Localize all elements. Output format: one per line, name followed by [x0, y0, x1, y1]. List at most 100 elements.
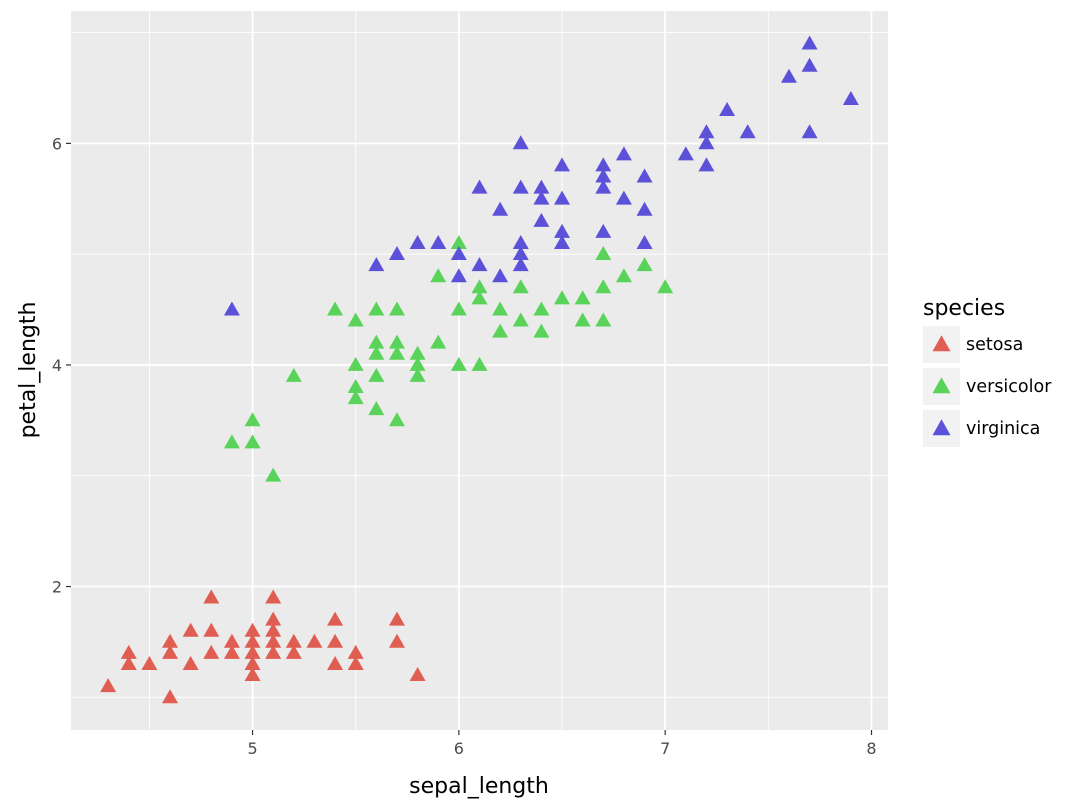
legend-label-versicolor: versicolor [966, 377, 1052, 397]
data-point-setosa [265, 622, 282, 637]
data-point-versicolor [636, 257, 653, 272]
data-point-virginica [677, 146, 694, 161]
data-point-versicolor [368, 301, 385, 316]
data-point-setosa [347, 644, 364, 659]
legend-items: setosa versicolor virginica [923, 326, 1052, 447]
data-point-virginica [615, 190, 632, 205]
data-point-virginica [512, 257, 529, 272]
data-point-virginica [512, 246, 529, 261]
data-point-setosa [265, 589, 282, 604]
data-point-virginica [492, 268, 509, 283]
data-point-versicolor [615, 268, 632, 283]
y-axis: 2 4 6 [52, 134, 71, 597]
data-point-virginica [554, 234, 571, 249]
data-point-setosa [162, 644, 179, 659]
data-point-setosa [327, 655, 344, 670]
data-point-setosa [244, 622, 261, 637]
data-point-virginica [512, 234, 529, 249]
data-point-versicolor [285, 367, 302, 382]
data-point-setosa [306, 633, 323, 648]
data-point-versicolor [533, 323, 550, 338]
y-tick-label: 2 [52, 578, 62, 597]
data-point-virginica [430, 234, 447, 249]
data-point-versicolor [409, 345, 426, 360]
data-point-versicolor [471, 279, 488, 294]
data-point-setosa [141, 655, 158, 670]
data-point-versicolor [388, 334, 405, 349]
data-point-virginica [492, 201, 509, 216]
data-point-setosa [100, 678, 117, 693]
data-point-virginica [636, 234, 653, 249]
data-point-virginica [801, 57, 818, 72]
data-point-versicolor [327, 301, 344, 316]
data-point-versicolor [595, 279, 612, 294]
data-point-versicolor [388, 345, 405, 360]
data-point-setosa [244, 633, 261, 648]
data-point-versicolor [471, 356, 488, 371]
data-point-versicolor [492, 323, 509, 338]
data-point-versicolor [347, 378, 364, 393]
data-point-setosa [244, 667, 261, 682]
data-point-virginica [842, 90, 859, 105]
legend-label-virginica: virginica [966, 419, 1040, 439]
x-axis-title: sepal_length [409, 774, 549, 799]
data-point-virginica [698, 135, 715, 150]
data-point-virginica [368, 257, 385, 272]
data-point-versicolor [244, 412, 261, 427]
x-axis: 5 6 7 8 [247, 730, 877, 758]
data-point-virginica [719, 102, 736, 117]
x-tick-label: 8 [866, 739, 876, 758]
legend-marker-versicolor [932, 377, 951, 394]
data-point-versicolor [512, 312, 529, 327]
data-point-virginica [636, 201, 653, 216]
data-point-virginica [636, 168, 653, 183]
data-point-virginica [595, 179, 612, 194]
data-point-versicolor [347, 312, 364, 327]
data-point-setosa [265, 633, 282, 648]
data-point-virginica [698, 124, 715, 139]
data-point-versicolor [492, 301, 509, 316]
data-point-virginica [595, 168, 612, 183]
x-tick-label: 5 [247, 739, 257, 758]
data-point-virginica [595, 157, 612, 172]
data-point-versicolor [512, 279, 529, 294]
data-point-virginica [409, 234, 426, 249]
data-point-versicolor [368, 367, 385, 382]
data-point-virginica [554, 223, 571, 238]
data-point-setosa [162, 689, 179, 704]
data-point-setosa [327, 611, 344, 626]
data-point-virginica [739, 124, 756, 139]
data-point-setosa [285, 633, 302, 648]
data-point-virginica [450, 246, 467, 261]
data-point-setosa [285, 644, 302, 659]
y-axis-title: petal_length [16, 302, 41, 439]
legend-label-setosa: setosa [966, 335, 1023, 355]
data-point-setosa [182, 622, 199, 637]
data-point-virginica [512, 179, 529, 194]
legend-title: species [923, 296, 1005, 321]
data-point-versicolor [574, 312, 591, 327]
data-point-setosa [182, 655, 199, 670]
data-point-versicolor [430, 268, 447, 283]
data-point-setosa [409, 667, 426, 682]
data-point-setosa [162, 633, 179, 648]
data-point-setosa [265, 644, 282, 659]
data-point-versicolor [388, 412, 405, 427]
data-point-virginica [595, 223, 612, 238]
data-point-versicolor [368, 401, 385, 416]
data-point-virginica [801, 124, 818, 139]
legend-marker-setosa [932, 335, 951, 352]
data-point-virginica [698, 157, 715, 172]
data-point-versicolor [471, 290, 488, 305]
y-tick-label: 6 [52, 134, 62, 153]
data-point-versicolor [368, 345, 385, 360]
data-point-setosa [223, 633, 240, 648]
data-point-virginica [533, 179, 550, 194]
data-point-versicolor [409, 356, 426, 371]
data-point-versicolor [574, 290, 591, 305]
data-point-virginica [801, 35, 818, 50]
data-point-setosa [244, 644, 261, 659]
data-point-setosa [244, 655, 261, 670]
data-points [100, 35, 859, 704]
